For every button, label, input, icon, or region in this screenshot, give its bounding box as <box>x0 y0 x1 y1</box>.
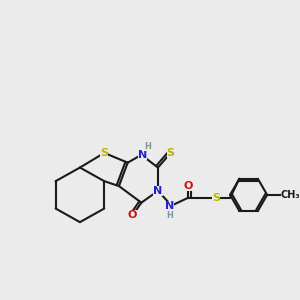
Text: H: H <box>166 211 173 220</box>
Text: CH₃: CH₃ <box>281 190 300 200</box>
Text: N: N <box>165 201 174 211</box>
Text: O: O <box>184 181 193 191</box>
Text: S: S <box>212 193 220 203</box>
Text: S: S <box>100 148 108 158</box>
Text: O: O <box>128 210 137 220</box>
Text: S: S <box>167 148 175 158</box>
Text: N: N <box>153 186 163 196</box>
Text: H: H <box>144 142 151 151</box>
Text: N: N <box>138 150 147 160</box>
